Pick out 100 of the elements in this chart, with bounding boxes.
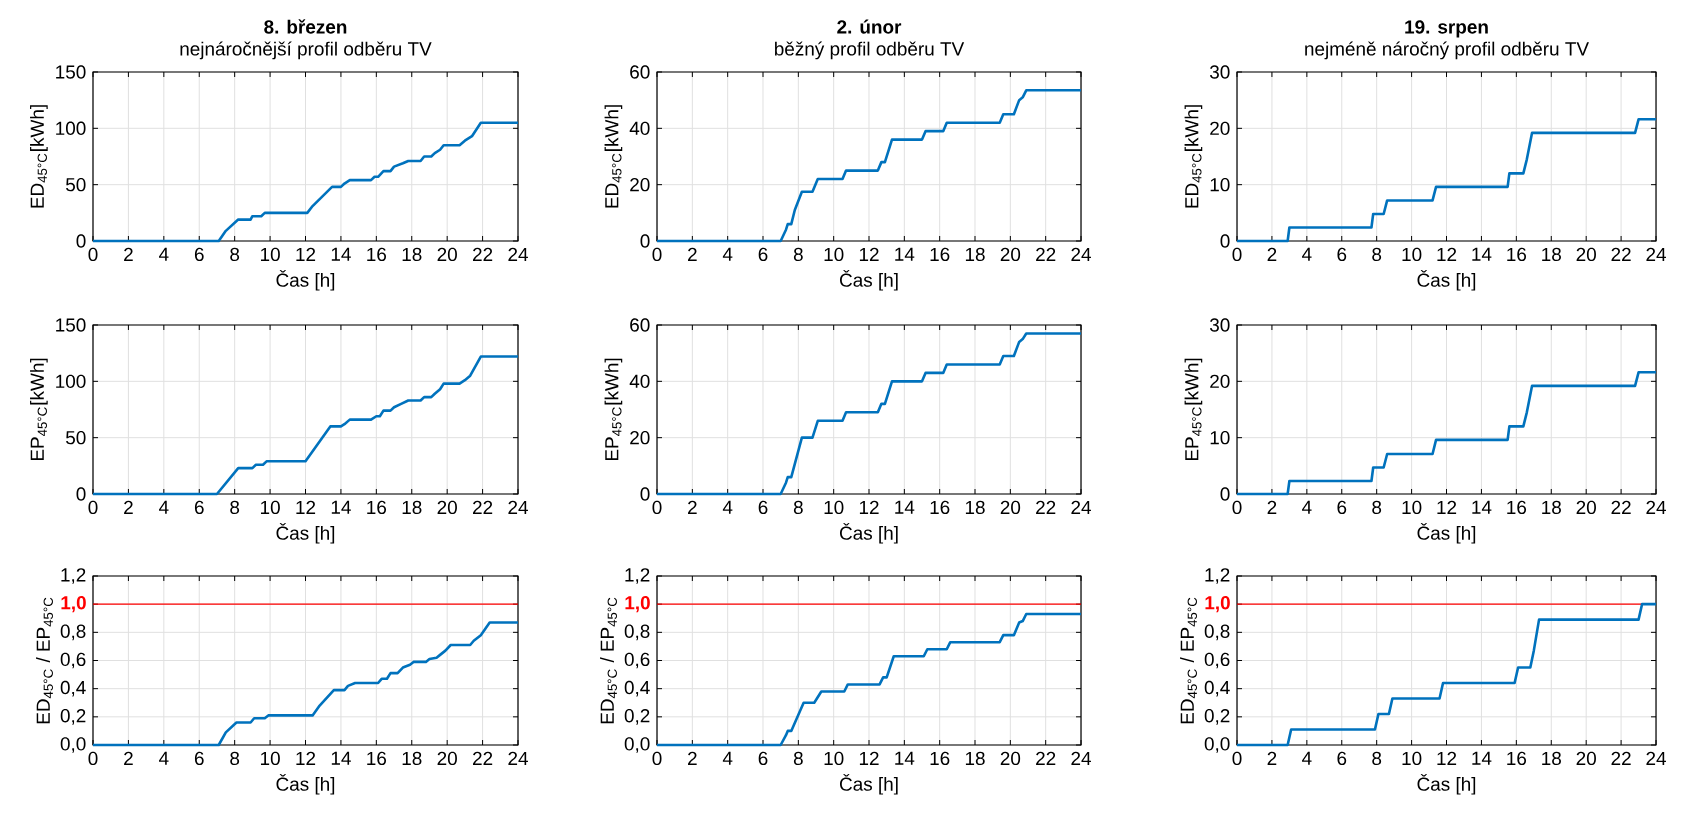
x-tick-label: 20	[437, 500, 457, 515]
x-tick-label: 16	[930, 247, 950, 262]
x-tick-label: 6	[758, 500, 768, 515]
x-tick-label: 0	[652, 751, 662, 766]
x-tick-label: 12	[1437, 500, 1457, 514]
line-series	[655, 89, 1083, 243]
x-tick-label: 18	[402, 751, 422, 766]
y-tick-label: 50	[65, 177, 86, 192]
x-axis-title: Čas [h]	[276, 523, 335, 544]
line-series	[91, 355, 520, 496]
x-axis-title: Čas [h]	[276, 270, 335, 291]
x-tick-label: 8	[230, 500, 240, 515]
x-tick-label: 4	[722, 500, 733, 514]
x-tick-label: 10	[1402, 500, 1422, 515]
y-tick-label: 0	[640, 487, 650, 501]
x-tick-label: 12	[859, 500, 879, 514]
x-tick-label: 18	[1542, 247, 1561, 262]
x-tick-label: 2	[688, 500, 697, 514]
x-tick-label: 6	[194, 751, 204, 766]
x-tick-label: 12	[296, 751, 316, 765]
y-tick-label: 0,0	[60, 737, 86, 753]
x-tick-label: 20	[1576, 751, 1596, 766]
x-tick-label: 12	[859, 751, 879, 765]
y-tick-label: 0,6	[624, 652, 650, 669]
y-tick-label: 100	[56, 374, 86, 389]
y-tick-label: 0	[76, 234, 86, 248]
y-tick-label: 0,0	[1204, 737, 1230, 753]
x-tick-label: 24	[1646, 500, 1666, 514]
x-tick-label: 6	[1337, 500, 1347, 515]
x-tick-label: 8	[1372, 500, 1382, 515]
x-tick-label: 16	[930, 500, 950, 515]
x-tick-label: 0	[1232, 751, 1242, 766]
y-tick-label: 30	[1209, 318, 1230, 332]
y-axis-title: ED$_{45°C}$ / EP$_{45°C}$	[36, 597, 53, 724]
x-tick-label: 10	[261, 500, 280, 515]
x-tick-label: 4	[159, 247, 169, 261]
x-tick-label: 14	[331, 751, 351, 765]
x-axis-title: Čas [h]	[839, 774, 898, 795]
x-tick-label: 4	[722, 751, 733, 765]
line-series	[91, 121, 520, 243]
x-tick-label: 2	[1267, 751, 1277, 765]
y-tick-label: 0,4	[60, 680, 86, 697]
x-tick-label: 22	[473, 247, 493, 261]
x-tick-label: 18	[965, 751, 985, 766]
x-tick-label: 4	[159, 751, 169, 765]
x-tick-label: 20	[1576, 500, 1596, 515]
x-tick-label: 20	[437, 247, 457, 262]
x-tick-label: 22	[1036, 247, 1056, 261]
y-axis-title: ED$_{45°C}$[kWh]	[30, 105, 48, 208]
x-tick-label: 16	[930, 751, 950, 766]
chart-title: 19. srpen	[1405, 20, 1488, 38]
x-tick-label: 24	[1071, 500, 1091, 514]
x-tick-label: 10	[824, 751, 844, 766]
x-tick-label: 14	[1472, 247, 1492, 261]
y-tick-label: 20	[1210, 374, 1230, 389]
ref-line-label: 1,0	[625, 596, 650, 613]
y-axis-title: EP$_{45°C}$[kWh]	[604, 358, 623, 461]
y-tick-label: 0	[1220, 234, 1230, 248]
y-tick-label: 0,8	[1204, 624, 1230, 641]
y-tick-label: 1,2	[1205, 568, 1230, 584]
chart-subtitle: běžný profil odběru TV	[775, 41, 965, 60]
y-tick-label: 1,2	[625, 568, 650, 584]
x-tick-label: 20	[437, 751, 457, 766]
chart-subtitle: nejméně náročný profil odběru TV	[1305, 41, 1589, 60]
x-tick-label: 12	[296, 247, 316, 261]
x-tick-label: 16	[367, 751, 387, 766]
chart-title: 8. březen	[264, 19, 347, 34]
y-axis-title: ED$_{45°C}$[kWh]	[1184, 105, 1203, 208]
x-tick-label: 20	[1000, 247, 1021, 262]
x-tick-label: 12	[296, 500, 316, 514]
y-tick-label: 0,0	[624, 737, 650, 753]
x-tick-label: 0	[88, 247, 98, 262]
x-tick-label: 4	[1302, 500, 1312, 514]
y-tick-label: 60	[630, 318, 650, 332]
line-series	[1235, 371, 1658, 496]
x-tick-label: 0	[1232, 247, 1242, 262]
y-tick-label: 40	[629, 121, 650, 136]
y-tick-label: 0,4	[624, 680, 650, 697]
x-tick-label: 0	[652, 500, 662, 515]
ref-line-label: 1,0	[1205, 596, 1230, 613]
x-tick-label: 6	[758, 247, 768, 262]
x-tick-label: 24	[508, 247, 528, 261]
x-axis-title: Čas [h]	[839, 270, 898, 291]
y-tick-label: 1,2	[61, 568, 86, 584]
chart-subtitle: nejnáročnější profil odběru TV	[180, 41, 432, 60]
x-tick-label: 10	[1402, 751, 1422, 766]
x-tick-label: 10	[261, 247, 280, 262]
x-tick-label: 24	[1646, 751, 1666, 765]
x-tick-label: 18	[402, 500, 422, 515]
x-tick-label: 14	[895, 247, 915, 261]
y-tick-label: 0,8	[60, 624, 86, 641]
x-tick-label: 0	[88, 751, 98, 766]
x-tick-label: 2	[1267, 247, 1277, 261]
line-series	[655, 612, 1083, 747]
y-tick-label: 50	[65, 430, 86, 445]
y-tick-label: 60	[630, 65, 650, 79]
x-tick-label: 22	[1611, 247, 1631, 261]
line-series	[655, 332, 1083, 496]
ref-line-label: 1,0	[61, 596, 86, 613]
y-tick-label: 0,4	[1204, 680, 1230, 697]
